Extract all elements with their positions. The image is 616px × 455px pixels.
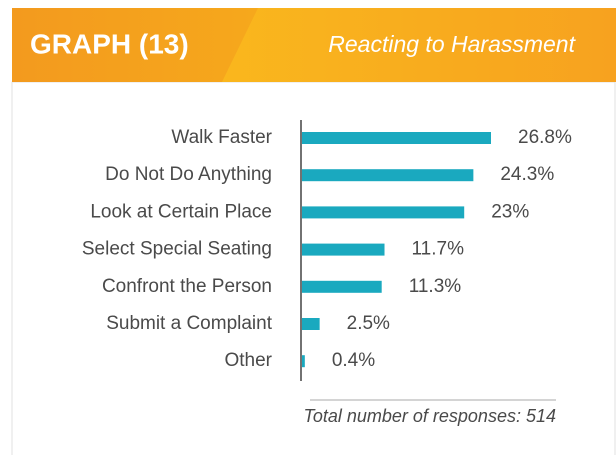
value-label: 2.5% — [347, 313, 390, 334]
category-label: Select Special Seating — [82, 239, 272, 260]
category-label: Walk Faster — [171, 127, 272, 148]
bar — [302, 243, 385, 256]
bar — [302, 318, 320, 330]
value-label: 24.3% — [500, 164, 554, 185]
bar — [302, 355, 305, 368]
bar — [302, 169, 474, 182]
value-label: 11.3% — [409, 276, 462, 297]
category-label: Confront the Person — [102, 276, 272, 297]
bar — [302, 132, 491, 144]
category-label: Look at Certain Place — [90, 201, 272, 222]
value-label: 23% — [491, 201, 529, 222]
category-label: Submit a Complaint — [106, 313, 273, 334]
category-label: Other — [224, 350, 272, 371]
header-tab — [12, 8, 258, 82]
card — [11, 81, 616, 455]
category-label: Do Not Do Anything — [105, 164, 272, 185]
header-label: GRAPH (13) — [30, 28, 189, 59]
note: Total number of responses: 514 — [304, 406, 557, 426]
chart-title: Reacting to Harassment — [328, 31, 576, 57]
value-label: 11.7% — [412, 239, 465, 260]
value-label: 0.4% — [332, 350, 375, 371]
value-label: 26.8% — [518, 127, 572, 148]
bar — [302, 206, 465, 219]
bar — [302, 280, 382, 293]
